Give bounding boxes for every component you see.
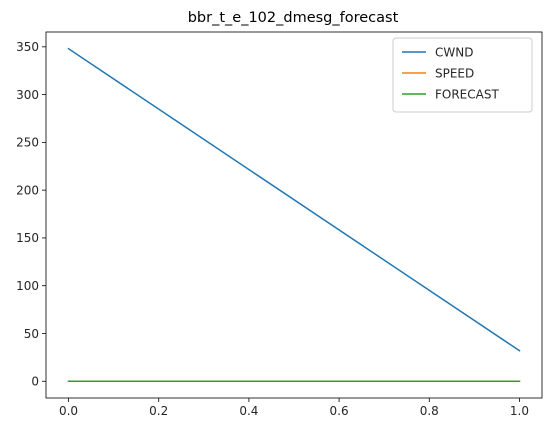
plot-frame (45, 31, 543, 399)
y-tick-label: 50 (24, 327, 39, 341)
y-tick-label: 250 (16, 136, 39, 150)
legend-label-cwnd: CWND (435, 45, 473, 59)
x-tick-label: 1.0 (510, 404, 529, 418)
y-tick-label: 100 (16, 279, 39, 293)
series-line-cwnd (67, 47, 521, 352)
y-tick-label: 200 (16, 183, 39, 197)
x-tick-label: 0.0 (59, 404, 78, 418)
legend-label-forecast: FORECAST (435, 87, 499, 101)
x-tick-label: 0.4 (239, 404, 258, 418)
series-layer (67, 47, 521, 383)
legend-frame (392, 37, 533, 113)
x-tick-label: 0.8 (420, 404, 439, 418)
chart-title: bbr_t_e_102_dmesg_forecast (188, 10, 399, 26)
y-axis: 0 50 100 150 200 250 300 350 (16, 40, 46, 389)
y-tick-label: 350 (16, 40, 39, 54)
x-tick-label: 0.2 (149, 404, 168, 418)
y-tick-label: 0 (31, 375, 39, 389)
x-tick-label: 0.6 (330, 404, 349, 418)
x-axis: 0.0 0.2 0.4 0.6 0.8 1.0 (59, 398, 529, 418)
y-tick-label: 150 (16, 231, 39, 245)
legend: CWND SPEED FORECAST (392, 37, 533, 113)
y-tick-label: 300 (16, 88, 39, 102)
legend-label-speed: SPEED (435, 66, 474, 80)
